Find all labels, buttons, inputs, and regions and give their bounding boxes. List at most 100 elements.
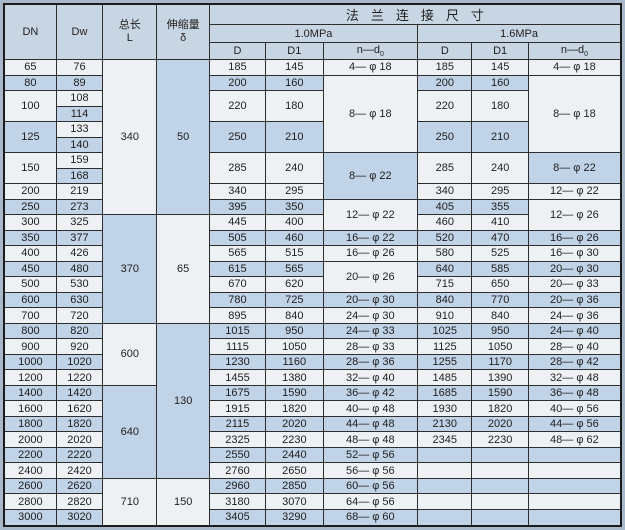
p10-d-cell: 1455 [208, 369, 267, 386]
p16-d-cell [417, 462, 473, 479]
dw-cell: 820 [55, 322, 104, 340]
dw-cell: 140 [55, 136, 104, 154]
p10-d-cell: 2325 [208, 431, 267, 448]
p10-nd-cell: 56— φ 56 [322, 462, 419, 479]
p16-d1-cell: 1390 [471, 369, 529, 386]
p10-d-cell: 670 [208, 276, 267, 293]
p10-nd-cell: 48— φ 48 [322, 431, 419, 448]
dn-cell: 2400 [3, 462, 57, 479]
p16-d1-cell: 650 [471, 276, 529, 293]
header-dw: Dw [55, 3, 104, 60]
p16-d1-cell [471, 446, 529, 464]
table-row: 250 273 395 350 12— φ 22 405 355 12— φ 26 [3, 198, 622, 231]
p10-d1-cell: 3290 [265, 508, 324, 527]
p10-d1-cell: 565 [265, 260, 324, 278]
header-total-length-line1: 总长 [118, 19, 141, 32]
table-row: 1800 1820 2115 2020 44— φ 48 2130 2020 44— φ 56 [3, 415, 622, 433]
header-p16-nd: n—d0 [527, 42, 622, 60]
p10-nd-cell: 16— φ 26 [322, 245, 419, 262]
p10-d1-cell: 180 [265, 90, 324, 123]
p10-nd-cell: 20— φ 26 [322, 260, 419, 293]
p16-d-cell: 580 [417, 245, 473, 262]
p16-nd-cell: 8— φ 18 [527, 74, 622, 154]
p10-d1-cell: 1380 [265, 369, 324, 386]
dw-cell: 89 [55, 74, 104, 92]
p10-d1-cell: 2020 [265, 415, 324, 433]
table-row: 2200 2220 2550 2440 52— φ 56 [3, 446, 622, 464]
table-row: 700 720 895 840 24— φ 30 910 840 24— φ 36 [3, 307, 622, 324]
dw-cell: 133 [55, 121, 104, 138]
p16-d1-cell: 525 [471, 245, 529, 262]
table-row: 350 377 505 460 16— φ 22 520 470 16— φ 26 [3, 229, 622, 247]
header-p10-d1: D1 [265, 42, 324, 60]
p16-nd-cell: 32— φ 48 [527, 369, 622, 386]
dw-cell: 219 [55, 183, 104, 200]
p16-nd-cell: 48— φ 62 [527, 431, 622, 448]
dw-cell: 325 [55, 214, 104, 231]
dn-cell: 350 [3, 229, 57, 247]
dw-cell: 168 [55, 167, 104, 185]
length-cell: 710 [102, 477, 158, 527]
p16-d1-cell: 295 [471, 183, 529, 200]
p16-d1-cell: 180 [471, 90, 529, 123]
dn-cell: 450 [3, 260, 57, 278]
expansion-cell: 150 [156, 477, 210, 527]
p10-d-cell: 3180 [208, 493, 267, 510]
p16-d1-cell [471, 462, 529, 479]
table-row: 200 219 340 295 340 295 12— φ 22 [3, 183, 622, 200]
p16-nd-cell: 40— φ 56 [527, 400, 622, 417]
p16-d-cell: 285 [417, 152, 473, 185]
dw-cell: 377 [55, 229, 104, 247]
p10-d1-cell: 3070 [265, 493, 324, 510]
header-p16-d1: D1 [471, 42, 529, 60]
dw-cell: 480 [55, 260, 104, 278]
p10-d1-cell: 145 [265, 59, 324, 76]
table-row: 500 530 670 620 715 650 20— φ 33 [3, 276, 622, 293]
dn-cell: 900 [3, 338, 57, 355]
p16-nd-cell: 24— φ 40 [527, 322, 622, 340]
p16-nd-cell: 16— φ 30 [527, 245, 622, 262]
p16-d-cell [417, 446, 473, 464]
p16-d1-cell: 1590 [471, 384, 529, 402]
header-total-length-line2: L [126, 32, 133, 44]
p10-nd-cell: 4— φ 18 [322, 59, 419, 76]
table-row: 400 426 565 515 16— φ 26 580 525 16— φ 30 [3, 245, 622, 262]
header-expansion-line2: δ [180, 32, 187, 44]
p10-d-cell: 395 [208, 198, 267, 216]
p16-nd-cell [527, 508, 622, 527]
dw-cell: 1820 [55, 415, 104, 433]
p10-d-cell: 285 [208, 152, 267, 185]
p16-d1-cell: 2020 [471, 415, 529, 433]
p10-d-cell: 505 [208, 229, 267, 247]
p16-d1-cell [471, 477, 529, 495]
p16-d-cell: 2130 [417, 415, 473, 433]
table-body: 65 76 340 50 185 145 4— φ 18 185 145 4— φ 18 80 89 2… [3, 58, 622, 527]
p10-d1-cell: 350 [265, 198, 324, 216]
p16-d-cell: 405 [417, 198, 473, 216]
table-row: 80 89 200 160 8— φ 18 200 160 8— φ 18 [3, 74, 622, 154]
dw-cell: 2620 [55, 477, 104, 495]
p10-d1-cell: 725 [265, 291, 324, 309]
dw-cell: 2220 [55, 446, 104, 464]
p10-d-cell: 185 [208, 59, 267, 76]
length-cell: 370 [102, 214, 158, 324]
dw-cell: 530 [55, 276, 104, 293]
p10-nd-cell: 24— φ 33 [322, 322, 419, 340]
p10-d1-cell: 2440 [265, 446, 324, 464]
table-row: 2000 2020 2325 2230 48— φ 48 2345 2230 48— φ 62 [3, 431, 622, 448]
dw-cell: 1420 [55, 384, 104, 402]
header-pressure-1.0mpa: 1.0MPa [208, 24, 419, 43]
p16-nd-cell: 28— φ 42 [527, 353, 622, 371]
p16-d-cell: 200 [417, 74, 473, 92]
p10-d-cell: 1915 [208, 400, 267, 417]
table-row: 2800 2820 3180 3070 64— φ 56 [3, 493, 622, 510]
p16-nd-cell: 12— φ 22 [527, 183, 622, 200]
p10-d-cell: 340 [208, 183, 267, 200]
p10-d1-cell: 400 [265, 214, 324, 231]
p16-d-cell: 220 [417, 90, 473, 123]
p10-d-cell: 220 [208, 90, 267, 123]
dw-cell: 2020 [55, 431, 104, 448]
dw-cell: 920 [55, 338, 104, 355]
dw-cell: 2420 [55, 462, 104, 479]
p10-d-cell: 2760 [208, 462, 267, 479]
